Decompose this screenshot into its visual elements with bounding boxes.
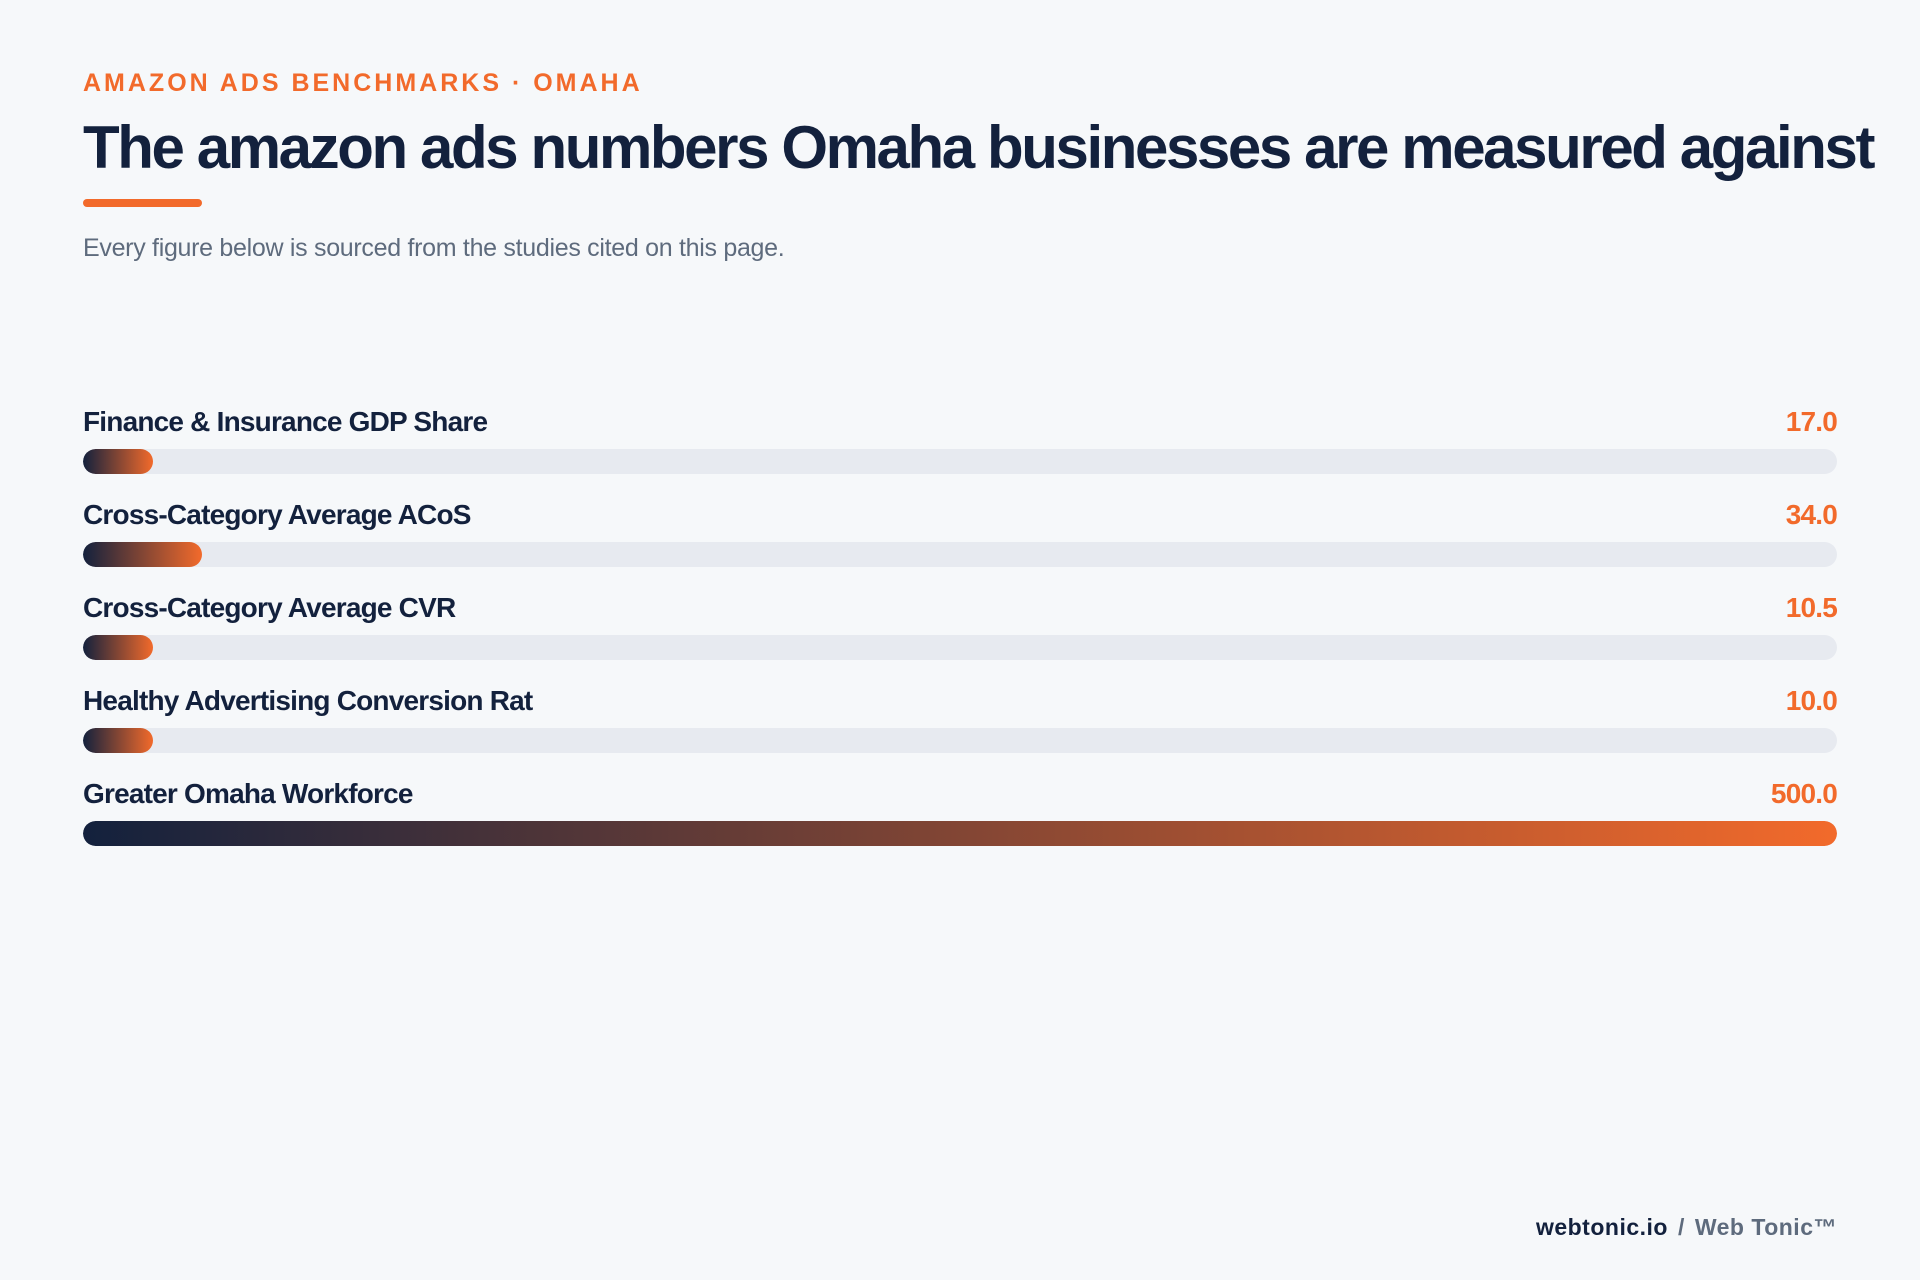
bar-fill bbox=[83, 821, 1837, 846]
bar-value-label: 10.5 bbox=[1785, 592, 1838, 623]
bar-value-label: 500.0 bbox=[1770, 778, 1838, 809]
bar-fill bbox=[83, 449, 154, 474]
bar-chart: Finance & Insurance GDP Share 17.0 Cross-C… bbox=[83, 402, 1838, 867]
footer-separator: / bbox=[1677, 1214, 1685, 1240]
bar-value-label: 17.0 bbox=[1785, 406, 1838, 437]
footer-brand: Web Tonic™ bbox=[1694, 1214, 1837, 1240]
bar-fill bbox=[83, 728, 154, 753]
bar-row: Healthy Advertising Conversion Rat 10.0 bbox=[83, 681, 1838, 774]
bar-value-label: 34.0 bbox=[1785, 499, 1838, 530]
bar-row: Cross-Category Average ACoS 34.0 bbox=[83, 495, 1838, 588]
bar-track bbox=[83, 635, 1837, 660]
bar-label: Cross-Category Average ACoS bbox=[83, 499, 471, 530]
bar-track bbox=[83, 821, 1837, 846]
page-title: The amazon ads numbers Omaha businesses … bbox=[83, 114, 1875, 181]
bar-fill bbox=[83, 635, 154, 660]
bar-row: Cross-Category Average CVR 10.5 bbox=[83, 588, 1838, 681]
bar-track bbox=[83, 542, 1837, 567]
page-subtitle: Every figure below is sourced from the s… bbox=[83, 234, 785, 262]
bar-track bbox=[83, 728, 1837, 753]
footer-credit: webtonic.io / Web Tonic™ bbox=[1536, 1214, 1837, 1241]
bar-value-label: 10.0 bbox=[1785, 685, 1838, 716]
eyebrow-label: AMAZON ADS BENCHMARKS · OMAHA bbox=[83, 69, 643, 97]
bar-track bbox=[83, 449, 1837, 474]
bar-label: Finance & Insurance GDP Share bbox=[83, 406, 488, 437]
bar-label: Greater Omaha Workforce bbox=[83, 778, 413, 809]
bar-fill bbox=[83, 542, 203, 567]
bar-row: Finance & Insurance GDP Share 17.0 bbox=[83, 402, 1838, 495]
bar-label: Healthy Advertising Conversion Rat bbox=[83, 685, 533, 716]
bar-row: Greater Omaha Workforce 500.0 bbox=[83, 774, 1838, 867]
bar-label: Cross-Category Average CVR bbox=[83, 592, 456, 623]
title-accent-rule bbox=[83, 199, 202, 207]
footer-domain: webtonic.io bbox=[1535, 1214, 1668, 1240]
